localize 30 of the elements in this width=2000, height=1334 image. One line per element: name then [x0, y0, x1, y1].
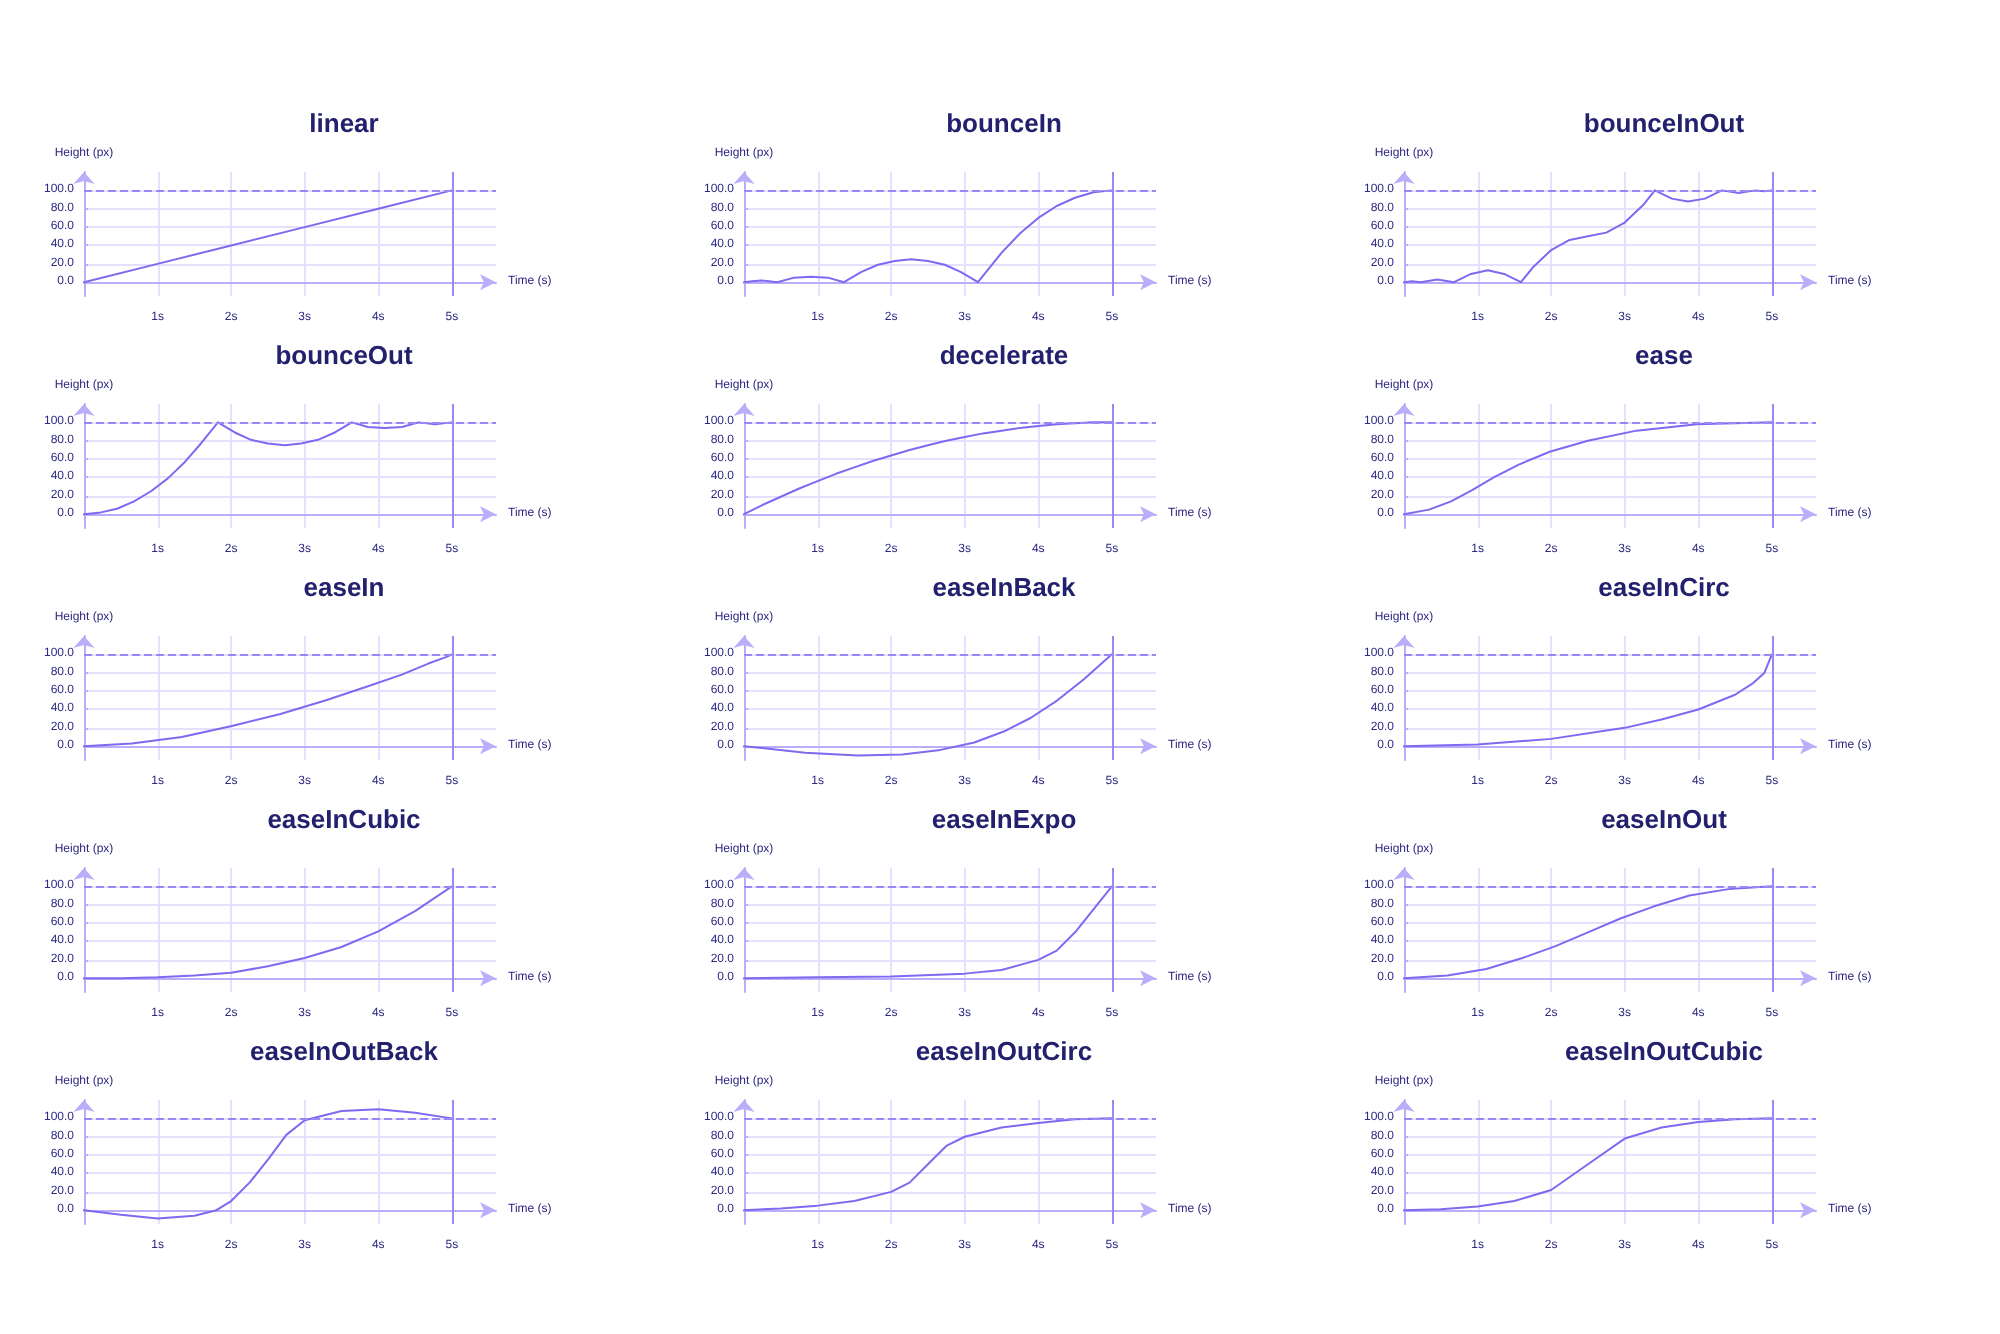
line-series — [83, 189, 453, 284]
line-series — [1403, 421, 1773, 516]
chart-title: easeInBack — [932, 572, 1078, 602]
line-series — [743, 653, 1113, 757]
chart-title: easeIn — [303, 572, 385, 602]
line-series — [743, 885, 1113, 980]
line-series — [1403, 653, 1773, 748]
line-series — [743, 1117, 1113, 1212]
chart-title: easeInOutBack — [250, 1036, 440, 1066]
chart-title: easeInCirc — [1598, 572, 1730, 602]
chart-title: decelerate — [939, 340, 1069, 370]
chart-title: easeInCubic — [267, 804, 421, 834]
line-series — [83, 1108, 453, 1220]
chart-title: bounceIn — [946, 108, 1062, 138]
chart-title: bounceOut — [275, 340, 414, 370]
chart-title: linear — [309, 108, 379, 138]
chart-title: ease — [1635, 340, 1693, 370]
chart-title: easeInOutCirc — [915, 1036, 1093, 1066]
line-series — [83, 653, 453, 748]
chart-title: easeInOutCubic — [1565, 1036, 1763, 1066]
chart-title: bounceInOut — [1583, 108, 1746, 138]
line-series — [83, 421, 453, 516]
chart-title: easeInExpo — [931, 804, 1077, 834]
chart-title: easeInOut — [1601, 804, 1729, 834]
line-series — [1403, 1117, 1773, 1212]
line-series — [743, 189, 1113, 284]
line-series — [1403, 885, 1773, 980]
line-series — [83, 885, 453, 980]
line-series — [743, 421, 1113, 516]
line-series — [1403, 189, 1773, 284]
